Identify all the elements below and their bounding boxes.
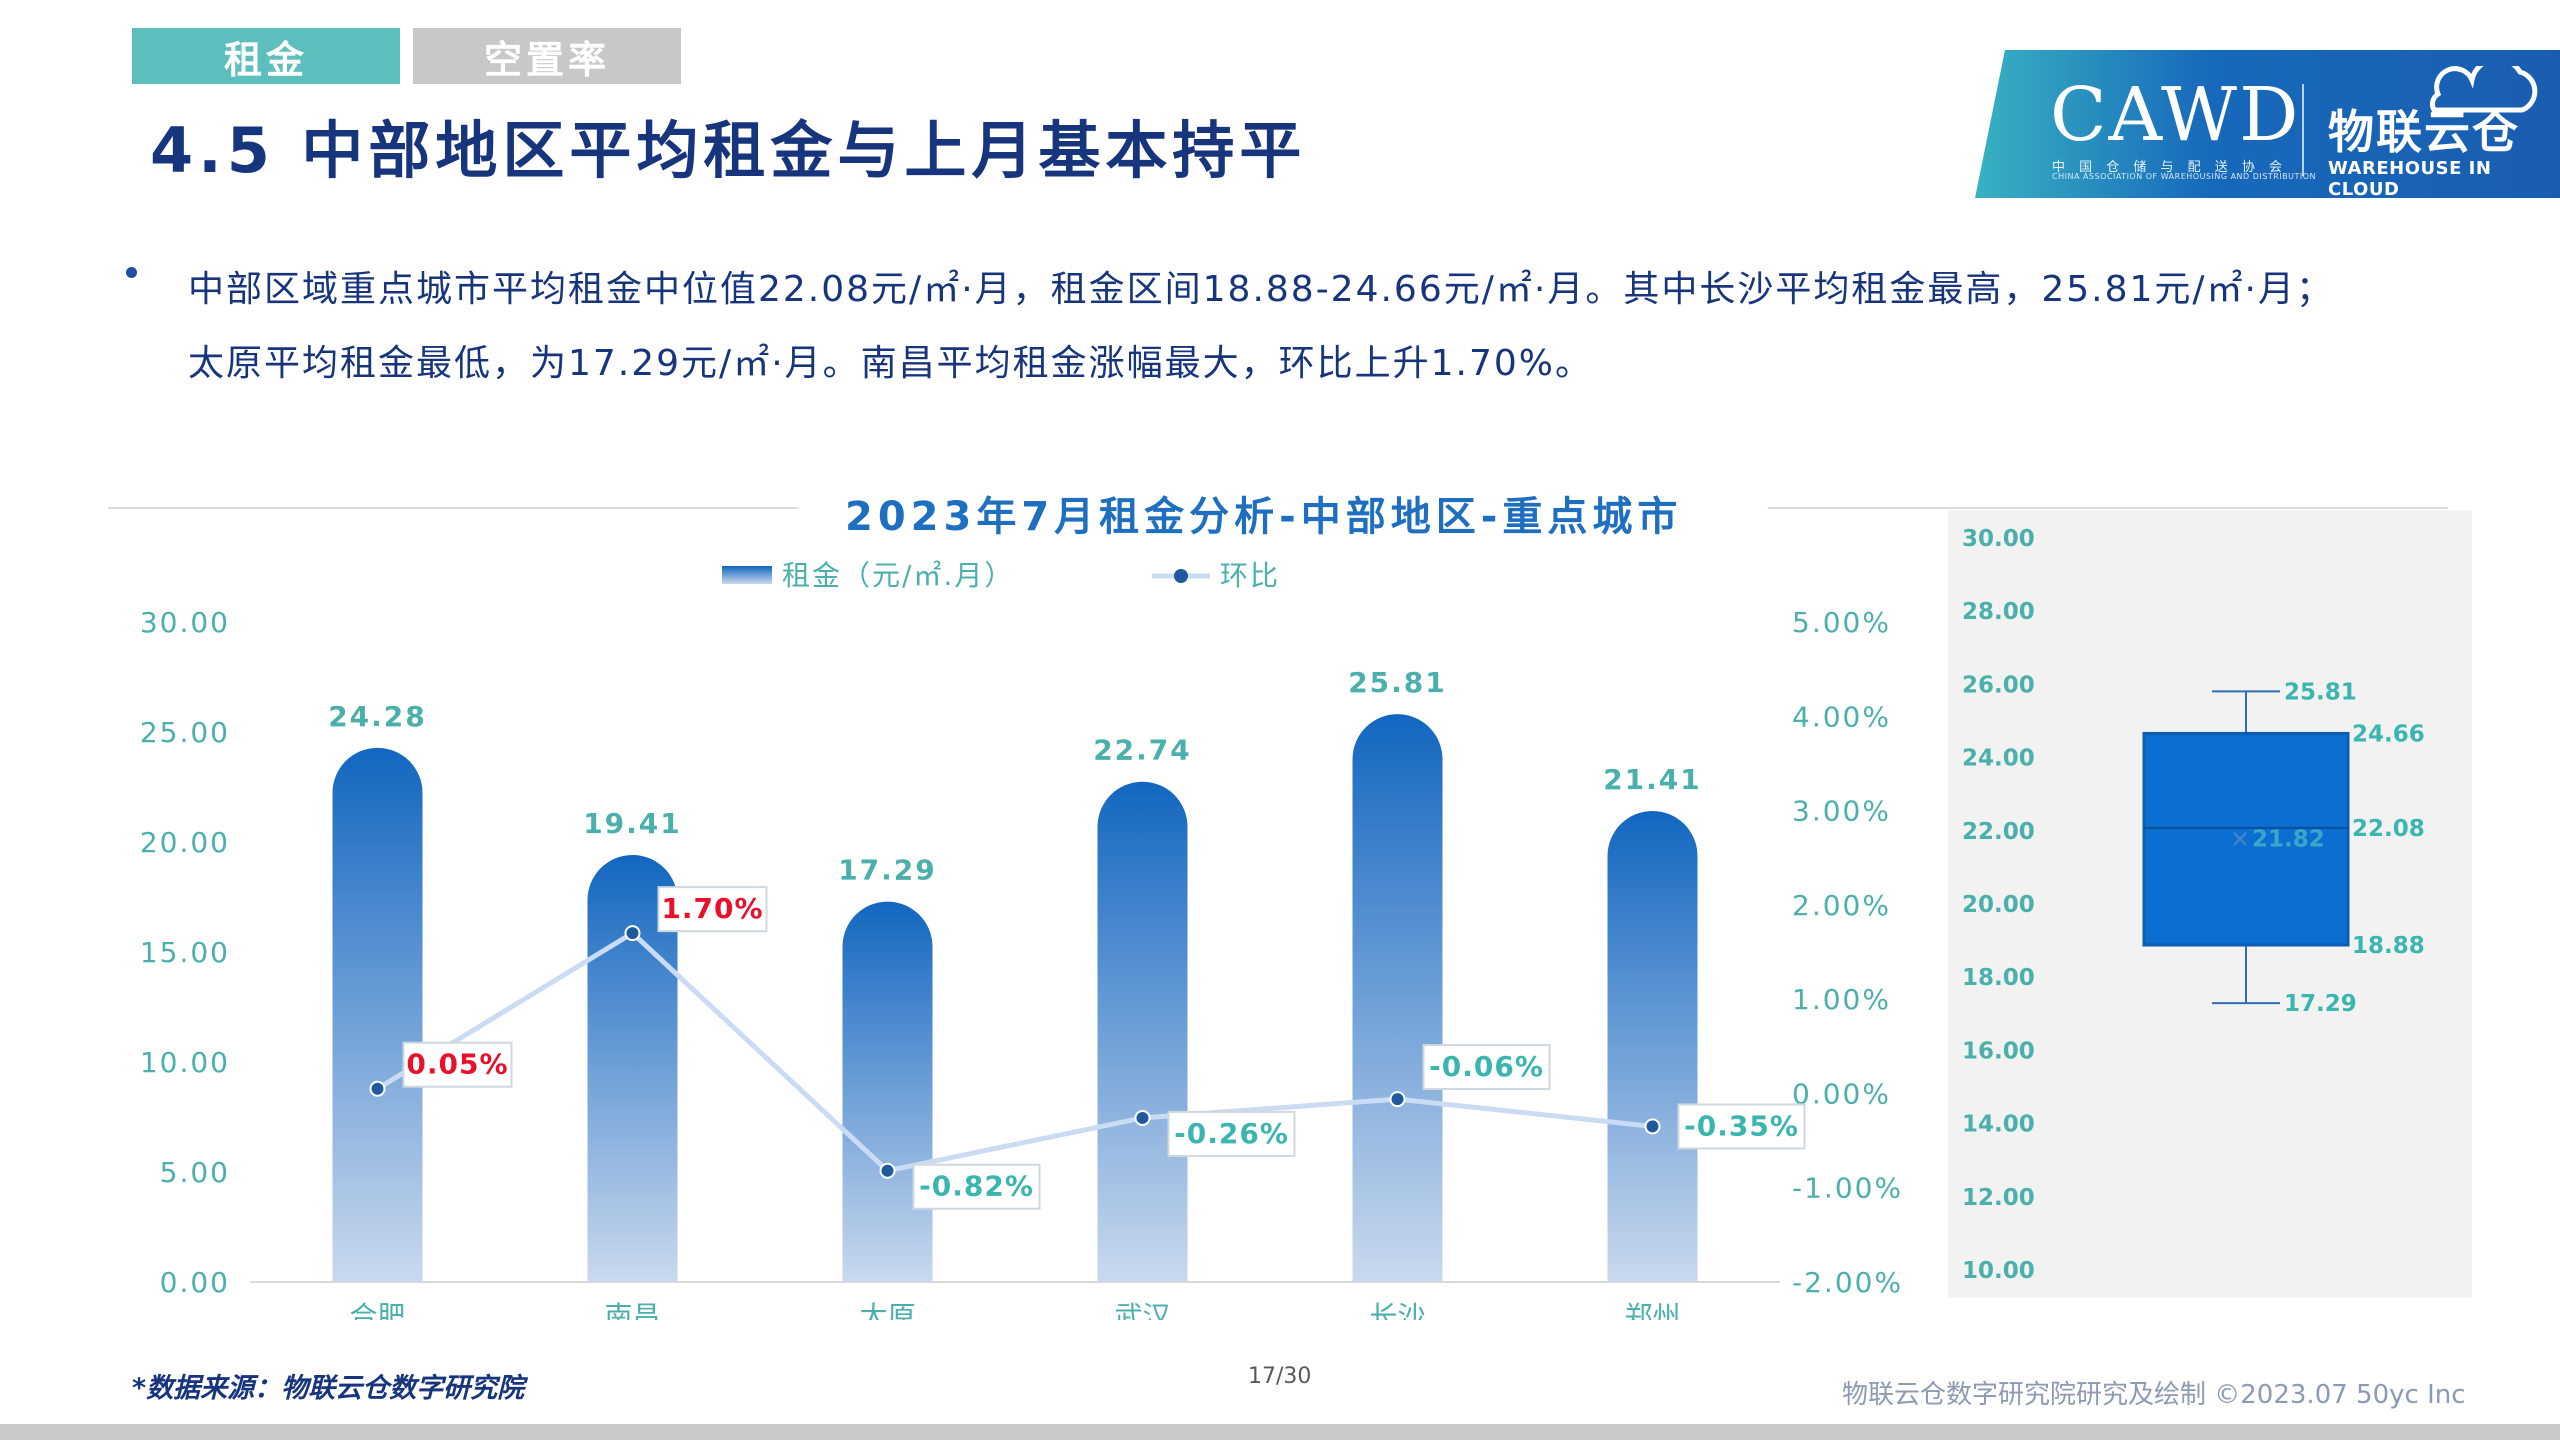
mom-line (376, 930, 1653, 1174)
data-source-note: *数据来源：物联云仓数字研究院 (132, 1373, 525, 1404)
x-tick-label: 合肥 (349, 1300, 405, 1320)
x-tick-label: 南昌 (604, 1300, 660, 1320)
x-tick-label: 长沙 (1369, 1300, 1425, 1320)
bullet-icon (126, 267, 137, 278)
bar-南昌 (587, 854, 678, 1282)
box-y-tick-label: 30.00 (1962, 526, 2035, 552)
mom-marker (369, 1080, 386, 1097)
y-left-tick-label: 20.00 (140, 826, 230, 859)
bar-value-label: 24.28 (328, 700, 427, 733)
page-title: 4.5 中部地区平均租金与上月基本持平 (150, 114, 1307, 187)
box-iqr (2142, 731, 2350, 947)
box-y-tick-label: 10.00 (1962, 1258, 2035, 1284)
footer-credit: 物联云仓数字研究院研究及绘制 ©2023.07 50yc Inc (1842, 1380, 2466, 1410)
y-left-tick-label: 30.00 (140, 606, 230, 639)
mom-marker (624, 925, 641, 942)
y-right-tick-label: 0.00% (1792, 1077, 1891, 1110)
cawd-logo: CAWD (2050, 72, 2301, 158)
x-tick-label: 太原 (859, 1300, 915, 1320)
y-right-tick-label: 4.00% (1792, 700, 1891, 733)
mom-label-box (912, 1163, 1041, 1210)
wic-logo-en: WAREHOUSE IN CLOUD (2328, 158, 2492, 200)
mom-value-label: -0.35% (1684, 1109, 1799, 1142)
legend-bar-swatch (722, 566, 772, 584)
summary-text-line-1: 中部区域重点城市平均租金中位值22.08元/㎡·月，租金区间18.88-24.6… (188, 269, 2334, 310)
mom-marker (879, 1162, 896, 1179)
box-y-tick-label: 22.00 (1962, 819, 2035, 845)
box-y-tick-label: 18.00 (1962, 965, 2035, 991)
bar-value-label: 17.29 (838, 854, 937, 887)
mom-label-box (1167, 1110, 1296, 1157)
box-y-tick-label: 24.00 (1962, 746, 2035, 772)
box-q3-label: 24.66 (2352, 721, 2425, 747)
box-min-label: 17.29 (2284, 991, 2357, 1017)
y-right-tick-label: 2.00% (1792, 889, 1891, 922)
logo-banner (1975, 50, 2560, 198)
box-y-tick-label: 12.00 (1962, 1185, 2035, 1211)
logo-divider (2302, 84, 2304, 176)
box-y-tick-label: 16.00 (1962, 1038, 2035, 1064)
bar-value-label: 22.74 (1093, 734, 1192, 767)
box-median-label: 22.08 (2352, 816, 2425, 842)
legend-bar-label: 租金（元/㎡.月） (782, 559, 1014, 592)
chart-title: 2023年7月租金分析-中部地区-重点城市 (845, 494, 1683, 540)
chart-title-rule-right (1768, 507, 2448, 509)
y-left-tick-label: 0.00 (160, 1266, 230, 1299)
box-y-tick-label: 28.00 (1962, 599, 2035, 625)
legend-line-label: 环比 (1220, 559, 1280, 592)
bar-value-label: 25.81 (1348, 666, 1447, 699)
legend-line-marker (1174, 569, 1188, 583)
box-q1-label: 18.88 (2352, 933, 2425, 959)
y-left-tick-label: 10.00 (140, 1046, 230, 1079)
y-left-tick-label: 5.00 (160, 1156, 230, 1189)
mom-label-box (1422, 1044, 1551, 1091)
mom-value-label: -0.82% (919, 1170, 1034, 1203)
box-y-tick-label: 14.00 (1962, 1112, 2035, 1138)
bar-郑州 (1607, 810, 1698, 1282)
mom-marker (1134, 1109, 1151, 1126)
y-right-tick-label: -2.00% (1792, 1266, 1903, 1299)
mom-value-label: 0.05% (406, 1048, 508, 1081)
bar-value-label: 19.41 (583, 807, 682, 840)
summary-text-line-2: 太原平均租金最低，为17.29元/㎡·月。南昌平均租金涨幅最大，环比上升1.70… (188, 343, 1593, 384)
mom-marker (1389, 1091, 1406, 1108)
cloud-icon (2429, 66, 2538, 113)
y-right-tick-label: 1.00% (1792, 983, 1891, 1016)
box-mean-marker: × (2230, 824, 2250, 852)
mom-label-box (402, 1041, 513, 1088)
bottom-band (0, 1424, 2560, 1440)
x-tick-label: 武汉 (1114, 1300, 1170, 1320)
box-y-tick-label: 20.00 (1962, 892, 2035, 918)
mom-label-box (1677, 1103, 1806, 1150)
bar-合肥 (332, 747, 423, 1282)
mom-value-label: 1.70% (661, 892, 763, 925)
y-left-tick-label: 25.00 (140, 716, 230, 749)
x-tick-label: 郑州 (1624, 1300, 1680, 1320)
cawd-logo-subtitle: 中 国 仓 储 与 配 送 协 会 (2052, 160, 2288, 175)
tab-vacancy[interactable]: 空置率 (413, 28, 681, 84)
wic-logo-cn: 物联云仓 (2328, 105, 2520, 159)
cawd-logo-subtitle-en: CHINA ASSOCIATION OF WAREHOUSING AND DIS… (2052, 172, 2317, 181)
y-right-tick-label: -1.00% (1792, 1172, 1903, 1205)
page-number: 17/30 (1248, 1364, 1312, 1389)
bar-太原 (842, 901, 933, 1282)
rent-boxplot-chart: 10.00 12.00 14.00 16.00 18.00 20.00 22.00 24.00… (1962, 526, 2425, 1284)
tab-rent[interactable]: 租金 (132, 28, 400, 84)
chart-title-rule-left (108, 507, 798, 509)
bar-长沙 (1352, 714, 1443, 1282)
box-y-tick-label: 26.00 (1962, 672, 2035, 698)
bar-value-label: 21.41 (1603, 763, 1702, 796)
box-mean-label: 21.82 (2252, 826, 2325, 852)
mom-value-label: -0.06% (1429, 1050, 1544, 1083)
y-left-tick-label: 15.00 (140, 936, 230, 969)
mom-marker (1644, 1118, 1661, 1135)
mom-label-box (657, 886, 768, 933)
y-right-tick-label: 5.00% (1792, 606, 1891, 639)
mom-value-label: -0.26% (1174, 1117, 1289, 1150)
bar-武汉 (1097, 781, 1188, 1282)
y-right-tick-label: 3.00% (1792, 795, 1891, 828)
box-max-label: 25.81 (2284, 679, 2357, 705)
rent-bar-line-chart: 0.00 5.00 10.00 15.00 20.00 25.00 30.00 -2.00% -… (140, 559, 1903, 1320)
